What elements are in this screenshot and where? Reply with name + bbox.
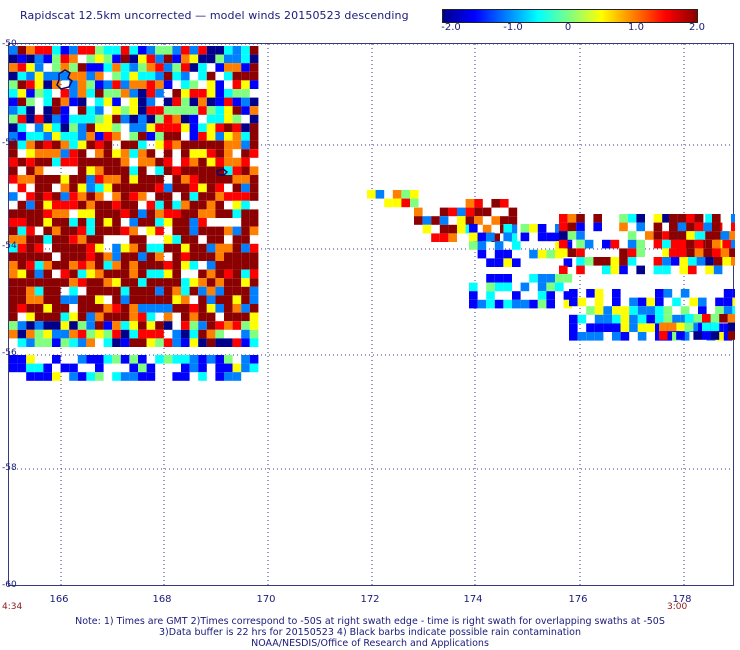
note-line-3: NOAA/NESDIS/Office of Research and Appli…: [251, 638, 489, 649]
lon-label: 174: [463, 594, 483, 605]
lon-label: 172: [360, 594, 380, 605]
wind-map-svg: [9, 44, 735, 587]
colorbar-tick: 2.0: [689, 22, 705, 33]
start-time: 4:34: [2, 602, 23, 612]
lon-label: 166: [49, 594, 69, 605]
map-title: Rapidscat 12.5km uncorrected — model win…: [20, 9, 409, 22]
lat-label: -54: [2, 241, 17, 251]
lon-label: 176: [568, 594, 588, 605]
wind-cells: [9, 46, 735, 381]
colorbar: [442, 9, 698, 23]
lon-label: 168: [152, 594, 172, 605]
lat-label: -52: [2, 138, 17, 148]
lat-label: -56: [2, 348, 17, 358]
island-outlines: [56, 69, 229, 176]
lat-label: -60: [2, 580, 17, 590]
colorbar-tick: 1.0: [628, 22, 644, 33]
lon-label: 170: [256, 594, 276, 605]
end-time: 3:00: [667, 602, 688, 612]
note-line-1: Note: 1) Times are GMT 2)Times correspon…: [75, 616, 665, 627]
lat-label: -58: [2, 463, 17, 473]
colorbar-tick: -2.0: [441, 22, 461, 33]
map-plot: [8, 43, 735, 587]
lat-label: -50: [2, 39, 17, 49]
colorbar-tick: 0: [564, 22, 572, 33]
colorbar-tick: -1.0: [503, 22, 523, 33]
lon-label: 178: [672, 594, 692, 605]
note-line-2: 3)Data buffer is 22 hrs for 20150523 4) …: [159, 627, 581, 638]
